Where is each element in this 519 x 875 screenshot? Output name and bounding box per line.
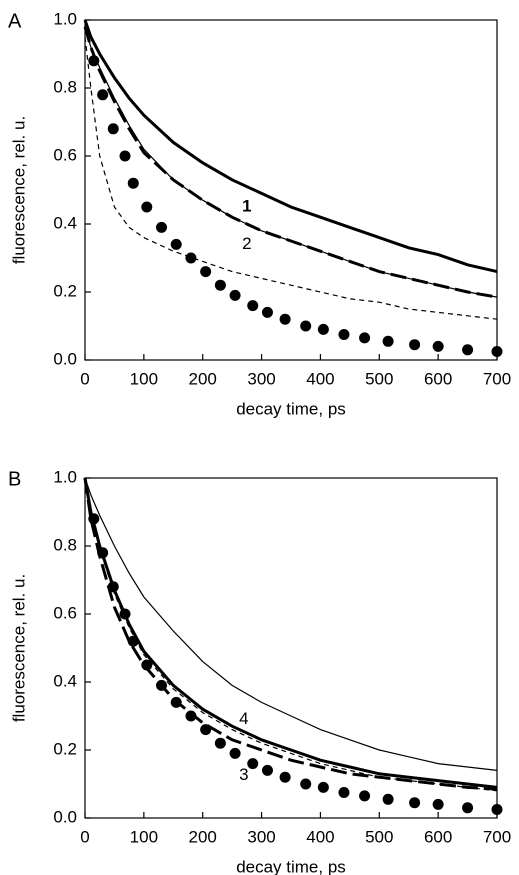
data-point <box>279 313 291 325</box>
data-point <box>200 266 212 278</box>
data-point <box>261 306 273 318</box>
x-tick-label: 700 <box>483 827 511 846</box>
y-axis-label: fluorescence, rel. u. <box>9 574 28 722</box>
data-point <box>214 279 226 291</box>
data-point <box>214 737 226 749</box>
data-point <box>229 747 241 759</box>
data-point <box>382 793 394 805</box>
data-point <box>338 329 350 340</box>
data-point <box>97 89 109 101</box>
data-point <box>127 635 139 647</box>
data-point <box>156 221 168 233</box>
x-tick-label: 700 <box>483 369 511 388</box>
annotation: 2 <box>242 234 251 253</box>
y-tick-label: 0.2 <box>53 281 77 300</box>
x-tick-label: 200 <box>189 369 217 388</box>
data-point <box>185 252 197 264</box>
data-point <box>261 764 273 776</box>
data-point <box>200 724 212 736</box>
data-point <box>119 608 131 620</box>
data-point <box>107 123 119 135</box>
x-tick-label: 100 <box>130 827 158 846</box>
data-point <box>88 55 100 67</box>
x-tick-label: 0 <box>80 827 89 846</box>
plot-frame <box>84 477 498 819</box>
y-tick-label: 0.4 <box>53 671 77 690</box>
panel-label: A <box>8 10 22 32</box>
data-line <box>83 477 498 791</box>
data-point <box>409 797 421 809</box>
annotation: 1 <box>242 196 251 215</box>
data-point <box>119 150 131 162</box>
data-point <box>247 300 259 312</box>
annotation: 3 <box>239 765 248 784</box>
x-tick-label: 600 <box>424 369 452 388</box>
data-point <box>247 758 259 770</box>
data-point <box>107 581 119 593</box>
data-point <box>359 332 371 344</box>
x-tick-label: 600 <box>424 827 452 846</box>
x-tick-label: 0 <box>80 369 89 388</box>
y-tick-label: 1.0 <box>53 467 77 486</box>
data-line <box>84 477 498 771</box>
data-line <box>83 26 498 299</box>
data-point <box>338 787 350 798</box>
data-point <box>170 238 182 250</box>
y-tick-label: 0.0 <box>53 807 77 826</box>
data-point <box>300 778 312 790</box>
x-tick-label: 400 <box>306 369 334 388</box>
annotation: 4 <box>239 709 248 728</box>
data-point <box>279 771 291 783</box>
data-point <box>229 289 241 301</box>
data-point <box>300 320 312 332</box>
data-line <box>84 36 498 320</box>
y-tick-label: 1.0 <box>53 9 77 28</box>
x-tick-label: 300 <box>247 827 275 846</box>
data-point <box>185 710 197 722</box>
data-point <box>88 513 100 525</box>
y-tick-label: 0.4 <box>53 213 77 232</box>
plot-frame <box>84 19 498 361</box>
y-tick-label: 0.6 <box>53 145 77 164</box>
data-point <box>359 790 371 802</box>
y-tick-label: 0.2 <box>53 739 77 758</box>
data-line <box>83 477 498 789</box>
x-tick-label: 400 <box>306 827 334 846</box>
data-point <box>382 335 394 347</box>
data-point <box>127 177 139 189</box>
x-tick-label: 100 <box>130 369 158 388</box>
x-tick-label: 500 <box>365 827 393 846</box>
data-point <box>170 696 182 708</box>
x-axis-label: decay time, ps <box>236 857 346 875</box>
data-point <box>317 323 329 335</box>
data-point <box>156 679 168 691</box>
y-tick-label: 0.0 <box>53 349 77 368</box>
data-line <box>83 19 498 274</box>
y-tick-label: 0.8 <box>53 77 77 96</box>
data-point <box>141 201 153 213</box>
data-point <box>462 802 474 814</box>
x-axis-label: decay time, ps <box>236 399 346 418</box>
panel-label: B <box>8 468 21 490</box>
x-tick-label: 300 <box>247 369 275 388</box>
data-point <box>97 547 109 559</box>
data-line <box>84 26 498 298</box>
x-tick-label: 500 <box>365 369 393 388</box>
x-tick-label: 200 <box>189 827 217 846</box>
data-point <box>432 340 444 352</box>
data-point <box>462 344 474 356</box>
y-axis-label: fluorescence, rel. u. <box>9 116 28 264</box>
y-tick-label: 0.6 <box>53 603 77 622</box>
data-point <box>141 659 153 671</box>
data-point <box>432 798 444 810</box>
data-point <box>409 339 421 351</box>
y-tick-label: 0.8 <box>53 535 77 554</box>
data-point <box>317 781 329 793</box>
data-line <box>84 484 498 792</box>
